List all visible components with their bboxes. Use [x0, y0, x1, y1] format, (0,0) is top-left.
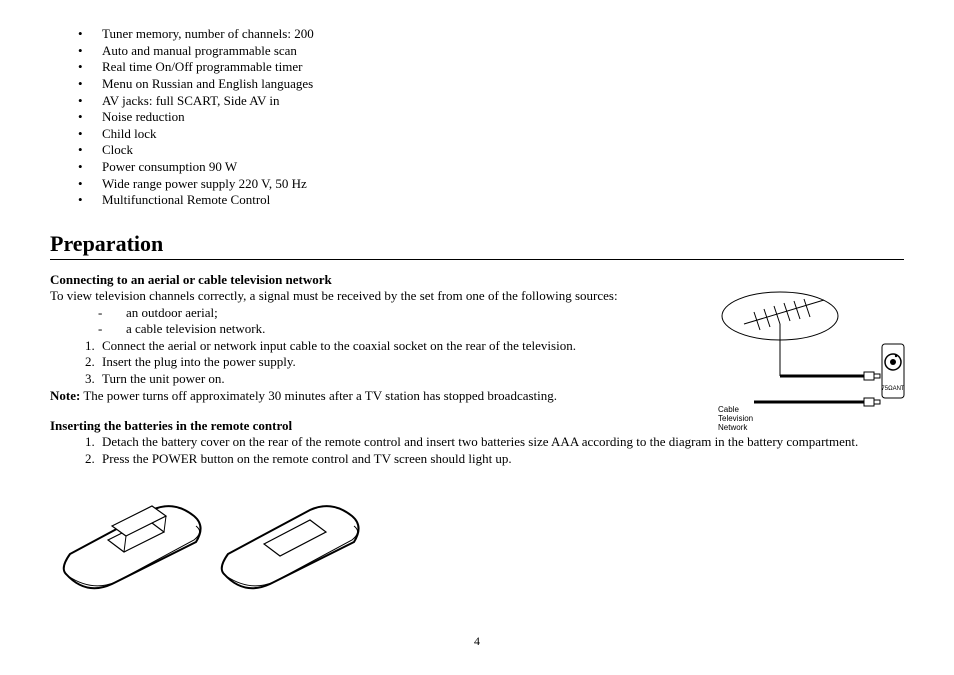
page-number: 4	[0, 634, 954, 649]
feature-item: Power consumption 90 W	[102, 159, 904, 176]
feature-item: Real time On/Off programmable timer	[102, 59, 904, 76]
feature-item: Noise reduction	[102, 109, 904, 126]
aerial-heading: Connecting to an aerial or cable televis…	[50, 272, 904, 288]
feature-item: AV jacks: full SCART, Side AV in	[102, 93, 904, 110]
feature-item: Auto and manual programmable scan	[102, 43, 904, 60]
aerial-connection-diagram: 75ΩANT Cable Television Network	[716, 290, 906, 432]
feature-item: Wide range power supply 220 V, 50 Hz	[102, 176, 904, 193]
batteries-step: Detach the battery cover on the rear of …	[98, 434, 904, 451]
cable-label-3: Network	[718, 423, 748, 432]
feature-item: Tuner memory, number of channels: 200	[102, 26, 904, 43]
feature-list: Tuner memory, number of channels: 200 Au…	[50, 26, 904, 209]
cable-label-2: Television	[718, 414, 753, 423]
section-title: Preparation	[50, 231, 904, 257]
feature-item: Child lock	[102, 126, 904, 143]
batteries-step: Press the POWER button on the remote con…	[98, 451, 904, 468]
note-label: Note:	[50, 388, 80, 403]
feature-item: Clock	[102, 142, 904, 159]
section-rule	[50, 259, 904, 260]
socket-label: 75ΩANT	[881, 386, 904, 392]
manual-page: Tuner memory, number of channels: 200 Au…	[0, 0, 954, 675]
feature-item: Menu on Russian and English languages	[102, 76, 904, 93]
feature-item: Multifunctional Remote Control	[102, 192, 904, 209]
remote-battery-diagram	[56, 496, 376, 596]
batteries-steps: Detach the battery cover on the rear of …	[50, 434, 904, 467]
note-text: The power turns off approximately 30 min…	[80, 388, 557, 403]
cable-label-1: Cable	[718, 405, 739, 414]
